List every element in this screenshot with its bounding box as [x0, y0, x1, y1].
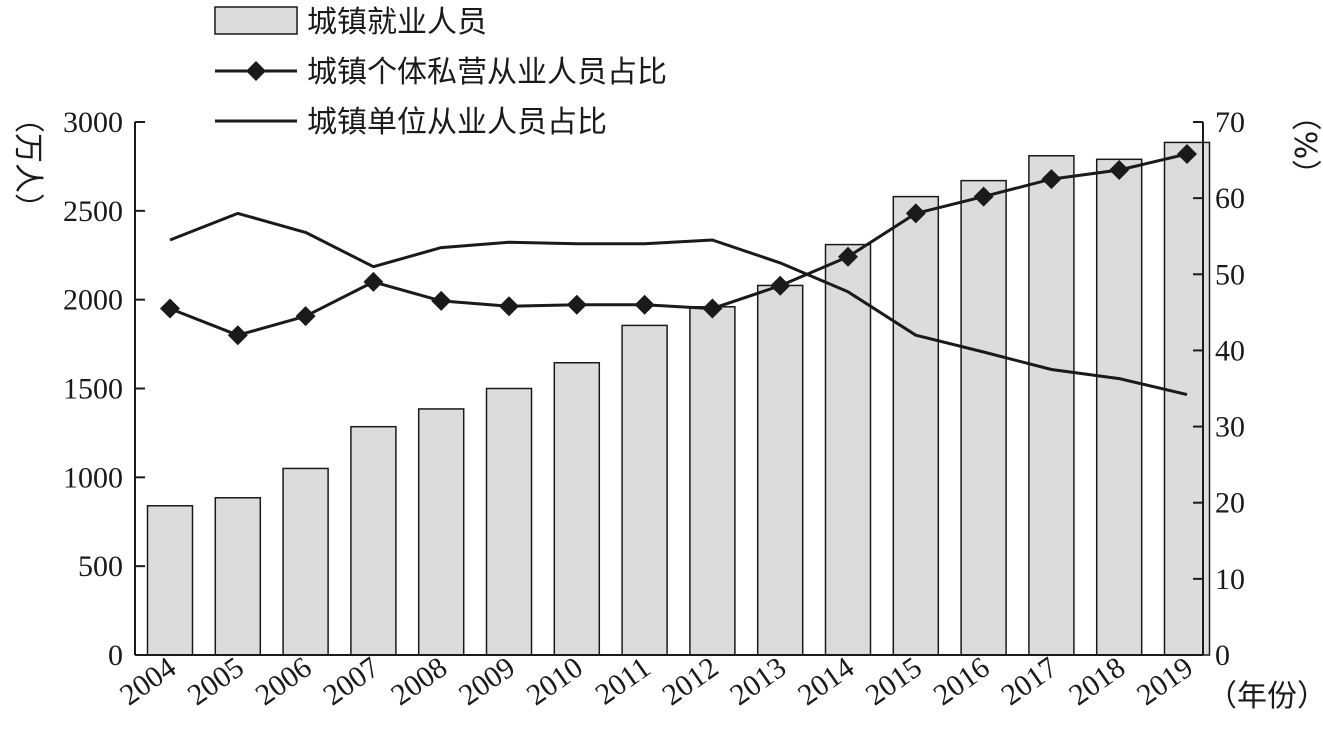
- marker-private-2012: [702, 298, 723, 319]
- legend-label-private: 城镇个体私营从业人员占比: [307, 55, 667, 90]
- legend: 城镇就业人员 城镇个体私营从业人员占比 城镇单位从业人员占比: [214, 5, 667, 140]
- bar-2010: [553, 361, 601, 656]
- x-tick-label-2007: 2007: [317, 651, 385, 712]
- y-right-tick-label: 30: [1215, 411, 1245, 444]
- legend-label-unit: 城镇单位从业人员占比: [307, 105, 607, 140]
- legend-private-marker: [246, 61, 266, 81]
- marker-private-2013: [770, 275, 791, 296]
- marker-private-2007: [363, 271, 384, 292]
- bar-2009: [485, 387, 533, 656]
- legend-item-bar: 城镇就业人员: [214, 5, 487, 40]
- bar-2014: [824, 243, 872, 656]
- x-tick-label-2016: 2016: [928, 651, 996, 712]
- x-tick-label-2004: 2004: [114, 651, 182, 712]
- bar-2005: [214, 497, 262, 656]
- y-left-tick-label: 2000: [63, 284, 123, 317]
- marker-private-2019: [1177, 143, 1197, 164]
- y-right-tick-label: 10: [1215, 563, 1245, 596]
- marker-private-2006: [295, 306, 316, 327]
- bar-2015: [892, 195, 940, 656]
- bars-layer: [146, 141, 1211, 656]
- bar-2008: [417, 408, 465, 656]
- x-tick-label-2011: 2011: [589, 651, 656, 712]
- x-tick-label-2013: 2013: [724, 651, 792, 712]
- bar-2006: [282, 467, 329, 656]
- marker-private-2011: [634, 294, 655, 315]
- x-tick-label-2019: 2019: [1131, 651, 1199, 712]
- y-right-tick-label: 20: [1215, 487, 1245, 520]
- x-tick-label-2005: 2005: [182, 651, 250, 712]
- y-right-tick-label: 70: [1215, 106, 1245, 139]
- legend-item-unit-line: 城镇单位从业人员占比: [215, 105, 607, 140]
- x-tick-label-2017: 2017: [995, 651, 1063, 712]
- marker-private-2009: [499, 296, 519, 317]
- bar-2013: [756, 284, 804, 656]
- y-right-tick-label: 50: [1215, 258, 1245, 291]
- x-tick-label-2012: 2012: [656, 651, 724, 712]
- x-unit-label: （年份）: [1207, 679, 1323, 714]
- y-right-unit-label: （%）: [1287, 101, 1322, 190]
- legend-label-bar: 城镇就业人员: [307, 5, 487, 40]
- y-left-tick-label: 0: [108, 639, 123, 672]
- x-tick-label-2015: 2015: [860, 651, 928, 712]
- bar-2012: [689, 306, 736, 656]
- y-left-tick-label: 1500: [63, 373, 123, 406]
- line-private-share: [169, 152, 1188, 337]
- marker-private-2015: [905, 203, 926, 224]
- y-left-tick-label: 3000: [63, 106, 123, 139]
- marker-private-2017: [1041, 169, 1062, 190]
- marker-private-2005: [227, 325, 248, 346]
- y-left-tick-label: 1000: [63, 461, 123, 494]
- x-tick-label-2014: 2014: [792, 651, 860, 712]
- y-right-tick-label: 60: [1215, 182, 1245, 215]
- legend-bar-swatch: [214, 6, 298, 35]
- y-left-tick-label: 2500: [63, 195, 123, 228]
- x-tick-label-2018: 2018: [1063, 651, 1131, 712]
- bar-2007: [350, 425, 397, 656]
- x-tick-label-2010: 2010: [521, 651, 589, 712]
- line-unit-share: [169, 211, 1188, 397]
- bar-2016: [960, 179, 1007, 656]
- lines-layer: [160, 143, 1197, 397]
- marker-private-2016: [973, 186, 994, 207]
- legend-item-private-line: 城镇个体私营从业人员占比: [215, 55, 667, 90]
- marker-private-2008: [431, 290, 452, 311]
- y-right-tick-label: 40: [1215, 334, 1245, 367]
- bar-2004: [146, 505, 194, 656]
- x-tick-label-2009: 2009: [453, 651, 521, 712]
- marker-private-2018: [1109, 159, 1130, 180]
- marker-private-2004: [160, 298, 180, 319]
- bar-2017: [1028, 155, 1075, 656]
- y-right-tick-label: 0: [1215, 639, 1230, 672]
- x-tick-label-2006: 2006: [250, 651, 318, 712]
- x-tick-label-2008: 2008: [385, 651, 453, 712]
- bar-2018: [1095, 158, 1143, 656]
- bar-2011: [621, 324, 668, 656]
- y-left-tick-label: 500: [78, 550, 123, 583]
- marker-private-2010: [566, 294, 587, 315]
- y-left-unit-label: （万人）: [10, 103, 45, 223]
- marker-private-2014: [838, 246, 858, 267]
